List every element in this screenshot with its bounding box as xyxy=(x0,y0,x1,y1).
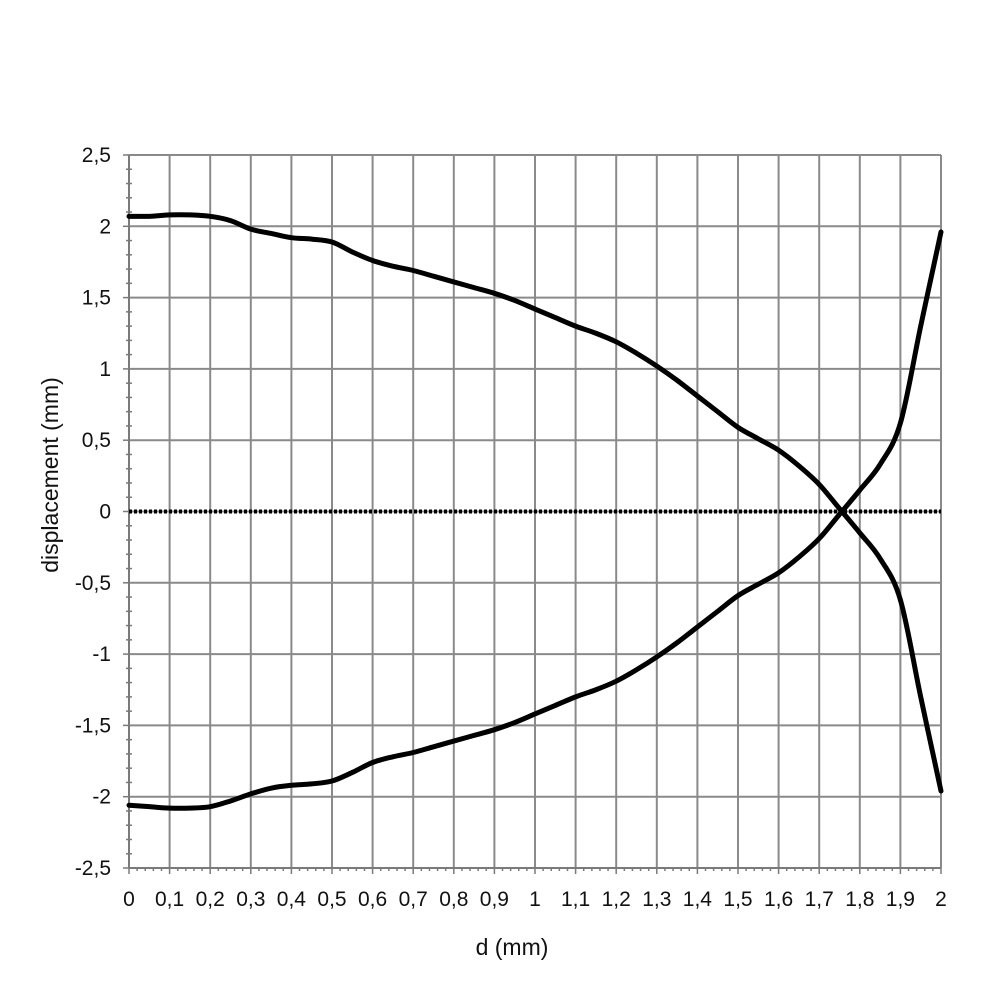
series-line-2 xyxy=(126,229,944,811)
y-tick-label: 0 xyxy=(99,501,111,524)
y-tick-label: -2,5 xyxy=(75,857,111,880)
y-tick-label: -0,5 xyxy=(75,572,111,595)
y-tick-label: -1 xyxy=(92,643,111,666)
x-tick-label: 1,1 xyxy=(561,888,590,911)
tick-labels: 0 0,1 0,2 0,3 0,4 0,5 0,6 0,7 0,8 0,9 1 1,1 1,2 1,3 1,… xyxy=(75,144,947,911)
x-tick-label: 1,9 xyxy=(886,888,915,911)
y-tick-label: -1,5 xyxy=(75,714,111,737)
x-tick-label: 2 xyxy=(935,888,947,911)
x-tick-label: 1 xyxy=(529,888,541,911)
x-tick-label: 0,7 xyxy=(399,888,428,911)
y-tick-label: 1 xyxy=(99,358,111,381)
x-tick-label: 0,6 xyxy=(358,888,387,911)
y-axis-title: displacement (mm) xyxy=(37,377,63,573)
x-tick-label: 0,8 xyxy=(439,888,468,911)
x-tick-label: 0 xyxy=(123,888,135,911)
x-tick-label: 1,3 xyxy=(642,888,671,911)
x-tick-label: 0,9 xyxy=(480,888,509,911)
y-tick-label: 2,5 xyxy=(82,144,111,167)
x-tick-label: 0,4 xyxy=(277,888,307,911)
x-tick-label: 1,7 xyxy=(805,888,834,911)
series-line-1 xyxy=(126,212,944,794)
series-lines xyxy=(126,212,944,811)
x-tick-label: 1,5 xyxy=(723,888,752,911)
x-tick-label: 1,2 xyxy=(602,888,631,911)
y-tick-label: -2 xyxy=(92,786,111,809)
x-tick-label: 0,1 xyxy=(155,888,184,911)
y-tick-label: 2 xyxy=(99,215,111,238)
x-tick-label: 0,5 xyxy=(317,888,346,911)
x-tick-label: 1,4 xyxy=(683,888,713,911)
x-tick-label: 1,6 xyxy=(764,888,793,911)
y-tick-label: 1,5 xyxy=(82,287,111,310)
x-axis-title: d (mm) xyxy=(476,934,549,960)
axes xyxy=(123,154,942,874)
y-tick-label: 0,5 xyxy=(82,429,111,452)
x-tick-label: 1,8 xyxy=(845,888,874,911)
x-tick-label: 0,3 xyxy=(236,888,265,911)
x-tick-label: 0,2 xyxy=(196,888,225,911)
